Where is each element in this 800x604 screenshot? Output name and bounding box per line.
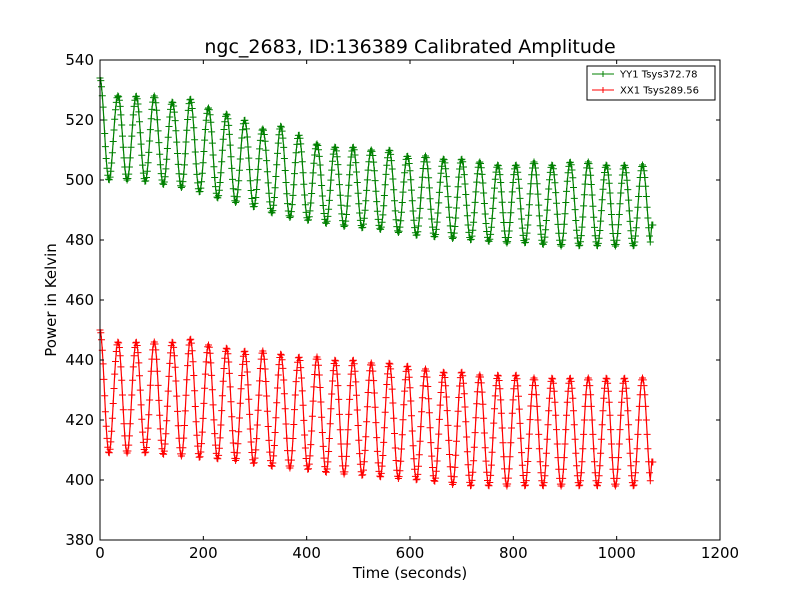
- y-tick-label: 440: [65, 351, 94, 369]
- y-tick-label: 500: [65, 171, 94, 189]
- x-tick-label: 0: [95, 544, 105, 562]
- x-tick-label: 1000: [598, 544, 636, 562]
- legend-label-yy1: YY1 Tsys372.78: [619, 70, 698, 81]
- y-tick-label: 420: [65, 411, 94, 429]
- plot-series-group: [96, 74, 657, 490]
- y-tick-label: 520: [65, 111, 94, 129]
- legend-marker-xx1: [600, 87, 606, 93]
- chart-title: ngc_2683, ID:136389 Calibrated Amplitude: [204, 36, 615, 58]
- legend-box: [586, 65, 716, 101]
- legend-marker-yy1: [600, 71, 606, 77]
- legend-label-xx1: XX1 Tsys289.56: [620, 86, 699, 97]
- y-tick-label: 460: [65, 291, 94, 309]
- axis-ticks-group: 0 200 400 600 800 1000 1200 380 400 420 440 460 480 5…: [65, 51, 739, 562]
- legend: YY1 Tsys372.78 XX1 Tsys289.56: [586, 65, 716, 101]
- x-tick-label: 800: [499, 544, 528, 562]
- y-tick-label: 540: [65, 51, 94, 69]
- x-tick-label: 400: [292, 544, 321, 562]
- y-tick-label: 480: [65, 231, 94, 249]
- x-tick-label: 600: [396, 544, 425, 562]
- x-tick-label: 1200: [701, 544, 739, 562]
- y-tick-label: 380: [65, 531, 94, 549]
- x-axis-label: Time (seconds): [352, 564, 468, 582]
- x-tick-label: 200: [189, 544, 218, 562]
- y-axis-label: Power in Kelvin: [42, 243, 60, 357]
- y-tick-label: 400: [65, 471, 94, 489]
